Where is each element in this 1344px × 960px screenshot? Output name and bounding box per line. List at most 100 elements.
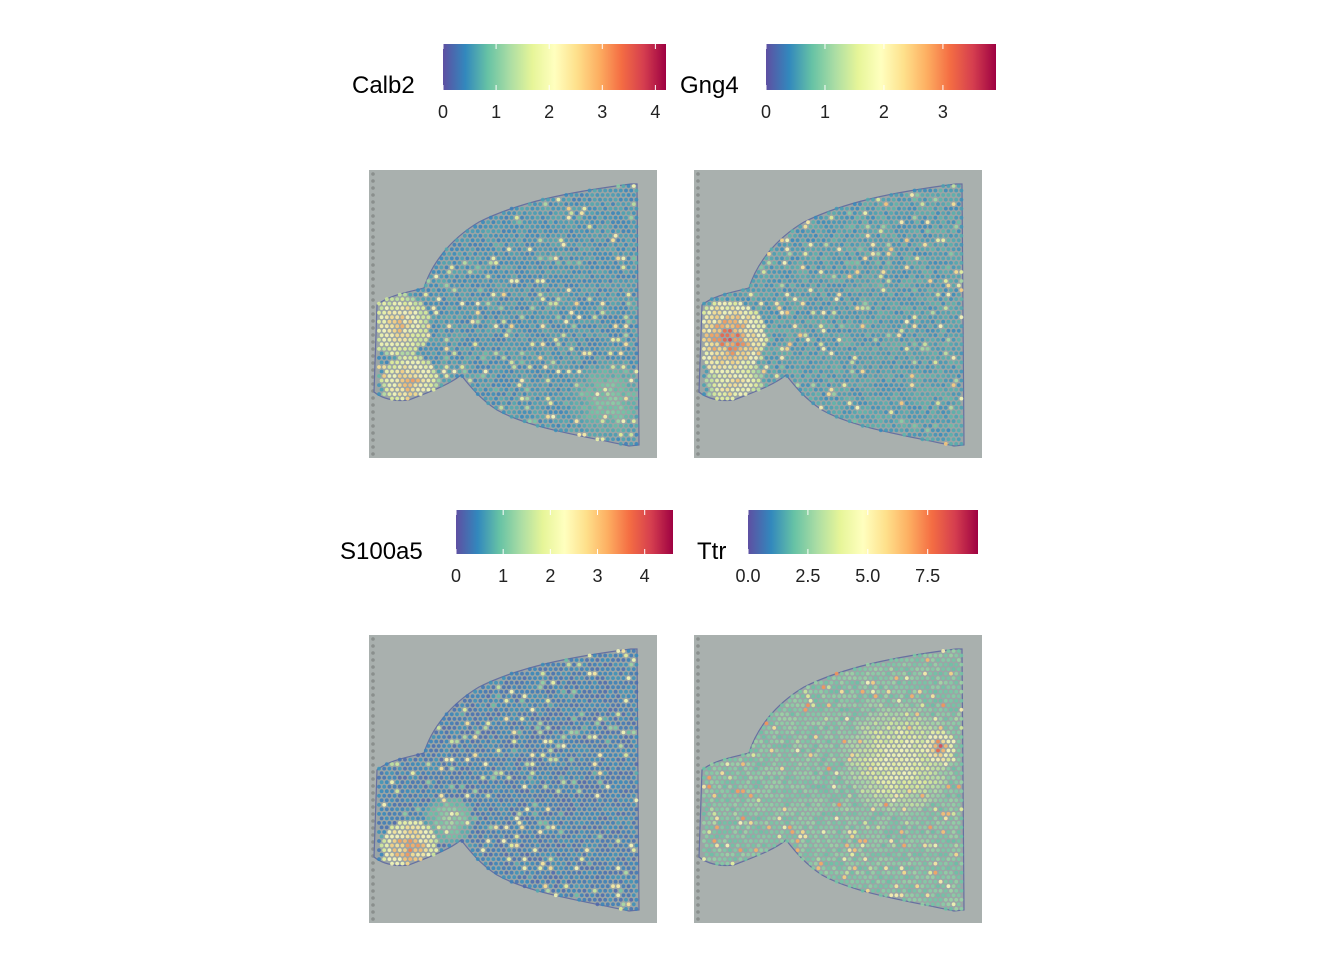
fiducial-dot	[371, 410, 375, 414]
spot	[613, 215, 618, 220]
spot	[590, 721, 595, 726]
spot	[725, 369, 730, 374]
spot	[546, 315, 550, 320]
spot	[520, 698, 524, 703]
spot	[548, 356, 553, 360]
spot	[904, 238, 909, 243]
spot	[720, 297, 725, 301]
spot	[561, 242, 566, 247]
spot	[754, 283, 758, 288]
spot	[910, 193, 914, 197]
spot	[834, 261, 839, 265]
spot	[574, 410, 579, 415]
spot	[741, 369, 745, 374]
spot	[527, 401, 532, 406]
spot	[595, 374, 600, 378]
spot	[452, 242, 457, 247]
spot	[915, 265, 920, 270]
spot	[530, 396, 535, 401]
spot	[585, 739, 589, 744]
spot	[891, 270, 896, 274]
spot	[520, 717, 524, 721]
spot	[564, 392, 569, 396]
spot	[793, 297, 797, 301]
spot	[595, 220, 600, 225]
spot	[582, 288, 587, 292]
spot	[579, 676, 584, 680]
spot	[540, 707, 545, 712]
spot	[397, 374, 402, 378]
spot	[855, 315, 860, 320]
spot	[618, 405, 623, 410]
spot	[806, 310, 810, 315]
spot	[585, 721, 589, 726]
spot	[751, 297, 756, 301]
fiducial-dot	[696, 452, 700, 456]
spot	[507, 301, 511, 306]
spot	[832, 292, 836, 297]
spot	[574, 694, 579, 699]
spot	[551, 324, 556, 329]
spot	[881, 324, 886, 329]
spot	[496, 401, 501, 406]
spot	[769, 301, 774, 306]
spot	[798, 297, 803, 301]
spot	[452, 707, 457, 712]
spot	[449, 739, 454, 744]
spot	[514, 680, 519, 685]
spot	[595, 274, 600, 279]
spot	[951, 220, 956, 225]
spot	[507, 328, 511, 333]
spot	[566, 671, 571, 676]
fiducial-dot	[371, 777, 375, 781]
spot	[800, 383, 805, 387]
spot	[923, 315, 927, 320]
spot	[527, 703, 532, 708]
spot	[533, 283, 537, 288]
spot	[525, 717, 530, 721]
spot	[876, 261, 881, 265]
spot	[585, 356, 589, 360]
spot	[748, 365, 753, 369]
spot	[707, 347, 712, 351]
spot	[595, 238, 600, 243]
spot	[634, 215, 639, 220]
spot	[488, 680, 493, 685]
spot	[452, 306, 457, 310]
spot	[587, 735, 592, 739]
spot	[564, 410, 569, 415]
spot	[436, 342, 441, 347]
spot	[473, 224, 478, 229]
spot	[787, 351, 792, 356]
spot	[509, 405, 514, 410]
spot	[925, 292, 930, 297]
spot	[530, 369, 535, 374]
spot	[540, 206, 545, 211]
spot	[868, 292, 873, 297]
spot	[811, 337, 816, 342]
spot	[533, 374, 537, 378]
spot	[943, 242, 948, 247]
spot	[928, 432, 933, 437]
spot	[611, 401, 615, 406]
spot	[548, 374, 553, 378]
spot	[774, 328, 779, 333]
spot	[631, 658, 636, 662]
fiducial-dot	[371, 333, 375, 337]
spot	[759, 347, 764, 351]
spot	[873, 211, 878, 215]
spot	[527, 419, 532, 424]
spot	[933, 242, 938, 247]
spot	[941, 238, 946, 243]
spot	[834, 270, 839, 274]
spot	[574, 193, 579, 197]
spot	[938, 297, 943, 301]
spot	[582, 717, 587, 721]
spot	[400, 387, 405, 392]
spot	[842, 274, 847, 279]
spot	[595, 419, 600, 424]
spot	[455, 274, 459, 279]
spot	[754, 301, 758, 306]
spot	[891, 333, 896, 338]
spot	[436, 279, 441, 283]
